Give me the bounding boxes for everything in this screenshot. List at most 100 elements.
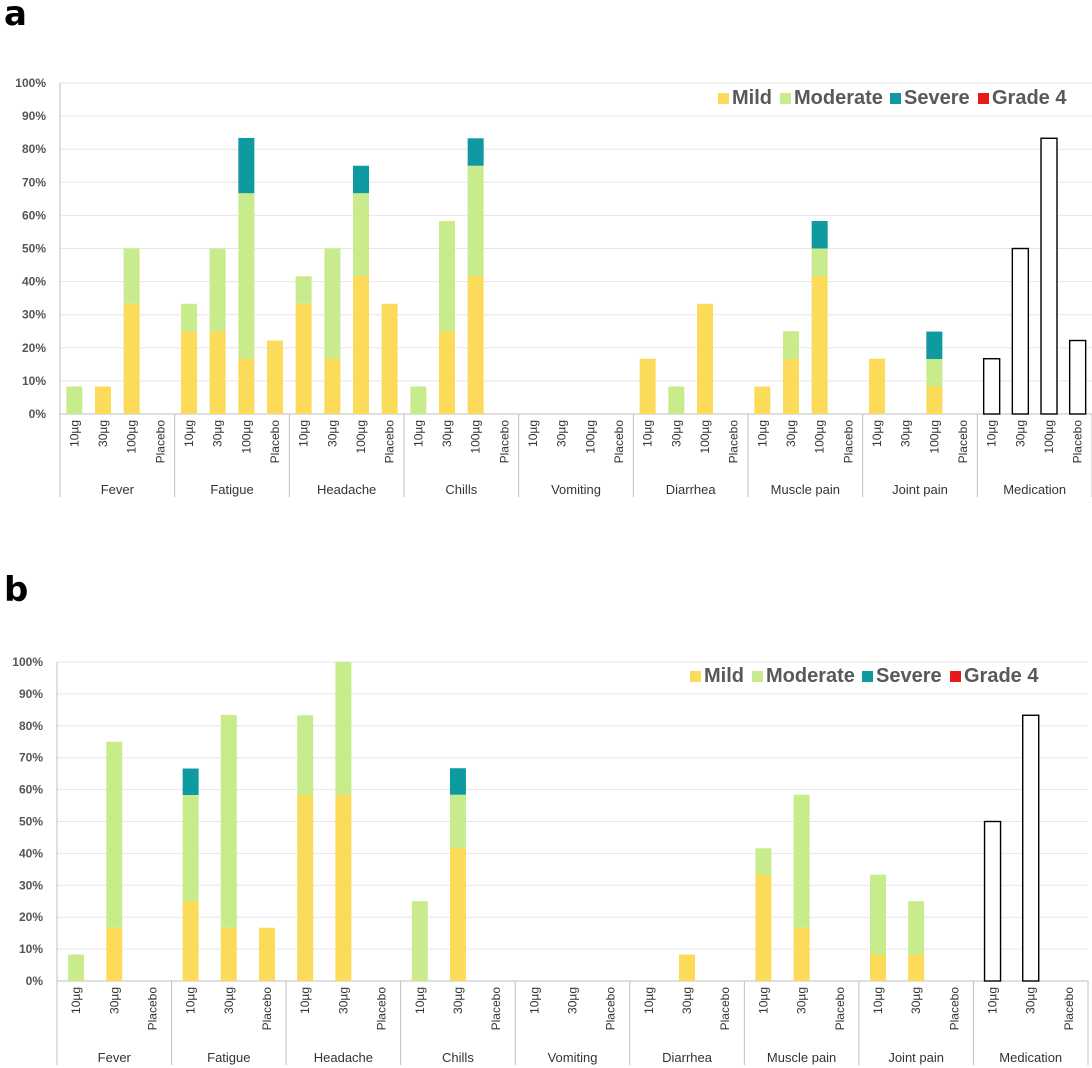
dose-tick-label: Placebo xyxy=(489,987,503,1031)
bar-segment-moderate xyxy=(411,901,428,981)
legend-swatch-severe xyxy=(890,93,901,104)
dose-tick-label: 100µg xyxy=(1042,420,1056,454)
dose-tick-label: Placebo xyxy=(145,987,159,1031)
category-label: Fever xyxy=(101,482,135,497)
bar-segment-mild xyxy=(697,303,713,414)
bar-segment-mild xyxy=(259,927,276,981)
bar-segment-moderate xyxy=(106,741,123,928)
dose-tick-label: 10µg xyxy=(871,987,885,1014)
dose-tick-label: Placebo xyxy=(497,420,511,464)
bar-segment-mild xyxy=(106,927,123,981)
legend-label: Severe xyxy=(876,665,942,687)
category-label: Chills xyxy=(445,482,477,497)
bar-segment-severe xyxy=(926,331,943,360)
bar-segment-moderate xyxy=(926,359,943,387)
dose-tick-label: 30µg xyxy=(555,420,569,447)
dose-tick-label: 10µg xyxy=(413,987,427,1014)
category-label: Diarrhea xyxy=(666,482,717,497)
dose-tick-label: 10µg xyxy=(298,987,312,1014)
category-label: Diarrhea xyxy=(662,1050,713,1065)
category-label: Vomiting xyxy=(551,482,601,497)
dose-tick-label: 10µg xyxy=(985,420,999,447)
dose-tick-label: Placebo xyxy=(841,420,855,464)
dose-tick-label: 10µg xyxy=(755,420,769,447)
bar-medication xyxy=(983,820,1002,982)
bar-segment-mild xyxy=(449,847,466,981)
dose-tick-label: Placebo xyxy=(833,987,847,1031)
y-tick-label: 20% xyxy=(19,910,43,924)
category-label: Medication xyxy=(999,1050,1062,1065)
bar-segment-moderate xyxy=(467,165,484,276)
dose-tick-label: Placebo xyxy=(383,420,397,464)
y-tick-label: 0% xyxy=(29,407,47,421)
dose-tick-label: 100µg xyxy=(354,420,368,454)
legend-label: Severe xyxy=(904,87,970,109)
bar-segment-mild xyxy=(869,954,886,981)
bar-segment-moderate xyxy=(209,248,226,332)
y-tick-label: 70% xyxy=(19,751,43,765)
legend-label: Moderate xyxy=(794,87,883,109)
dose-tick-label: 10µg xyxy=(411,420,425,447)
category-label: Vomiting xyxy=(548,1050,598,1065)
dose-tick-label: 10µg xyxy=(756,987,770,1014)
bar-segment-mild xyxy=(95,386,111,414)
bar-segment-moderate xyxy=(668,386,685,414)
panel-label-a: a xyxy=(4,0,27,34)
bar-segment-mild xyxy=(381,303,398,414)
dose-tick-label: 30µg xyxy=(211,420,225,447)
bar-segment-moderate xyxy=(324,248,341,359)
bar-segment-mild xyxy=(755,874,772,981)
dose-tick-label: 10µg xyxy=(69,987,83,1014)
bar-segment-moderate xyxy=(123,248,140,304)
dose-tick-label: 30µg xyxy=(680,987,694,1014)
dose-tick-label: 30µg xyxy=(566,987,580,1014)
bar-segment-severe xyxy=(182,768,199,796)
bar-segment-moderate xyxy=(66,386,83,414)
bar-segment-mild xyxy=(679,954,696,981)
bar-segment-mild xyxy=(467,275,484,414)
legend-label: Mild xyxy=(704,665,744,687)
dose-tick-label: Placebo xyxy=(612,420,626,464)
legend-label: Mild xyxy=(732,87,772,109)
category-label: Muscle pain xyxy=(767,1050,836,1065)
dose-tick-label: 30µg xyxy=(909,987,923,1014)
bar-segment-mild xyxy=(181,331,197,414)
y-tick-label: 100% xyxy=(15,76,46,90)
legend-swatch-moderate xyxy=(752,671,763,682)
category-label: Chills xyxy=(442,1050,474,1065)
dose-tick-label: Placebo xyxy=(268,420,282,464)
dose-tick-label: 10µg xyxy=(182,420,196,447)
bar-medication xyxy=(982,358,1001,415)
dose-tick-label: Placebo xyxy=(718,987,732,1031)
dose-tick-label: 10µg xyxy=(67,420,81,447)
y-tick-label: 80% xyxy=(19,719,43,733)
chart-panel-a: 0% 10% 20% 30% 40% 50% 60% 70% 80% 90% 100% Fever 10… xyxy=(15,76,1092,497)
dose-tick-label: 100µg xyxy=(125,420,139,454)
legend-swatch-mild xyxy=(690,671,701,682)
y-tick-label: 60% xyxy=(19,783,43,797)
y-tick-label: 90% xyxy=(22,109,46,123)
bar-segment-mild xyxy=(811,275,828,414)
bar-segment-mild xyxy=(182,901,199,981)
bar-segment-moderate xyxy=(297,715,314,796)
bar-segment-moderate xyxy=(908,901,925,955)
bar-segment-mild xyxy=(783,358,799,414)
dose-tick-label: 30µg xyxy=(451,987,465,1014)
bar-segment-severe xyxy=(238,137,255,194)
bar-segment-moderate xyxy=(68,954,85,981)
bar-medication xyxy=(1040,137,1058,415)
category-label: Fever xyxy=(98,1050,132,1065)
bar-segment-mild xyxy=(335,795,352,981)
bar-segment-moderate xyxy=(238,193,255,359)
dose-tick-label: 10µg xyxy=(527,987,541,1014)
y-tick-label: 40% xyxy=(19,846,43,860)
dose-tick-label: Placebo xyxy=(1071,420,1085,464)
bar-segment-moderate xyxy=(755,848,772,875)
bar-segment-mild xyxy=(869,358,885,414)
bar-segment-mild xyxy=(908,954,925,981)
y-tick-label: 30% xyxy=(19,878,43,892)
legend-swatch-severe xyxy=(862,671,873,682)
dose-tick-label: 100µg xyxy=(698,420,712,454)
bar-segment-mild xyxy=(353,275,369,414)
